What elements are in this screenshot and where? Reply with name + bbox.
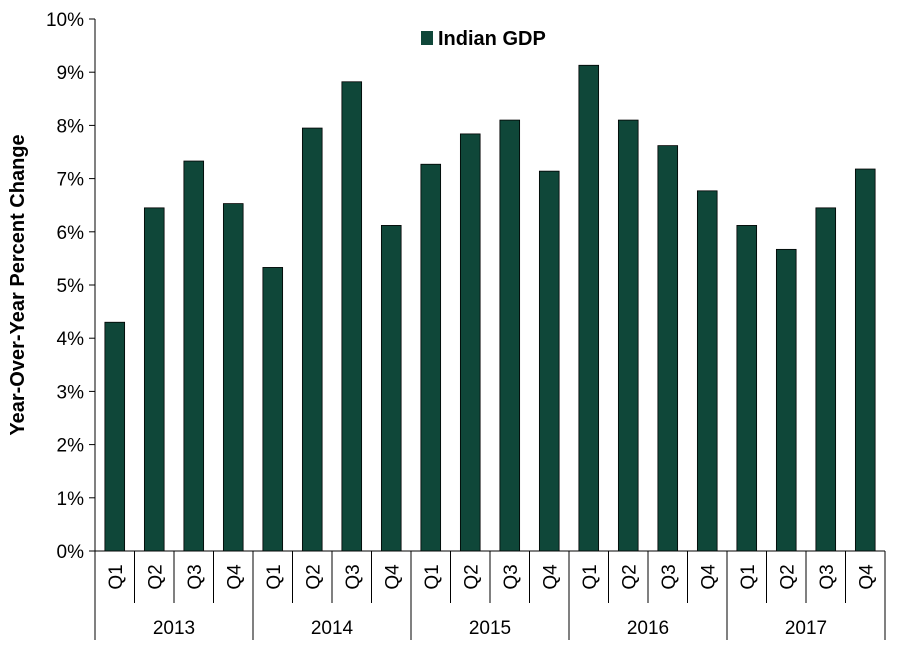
- y-axis-label-group: Year-Over-Year Percent Change: [7, 134, 29, 435]
- x-tick-quarter-label: Q3: [501, 564, 522, 589]
- bar-2015-q2: [459, 133, 481, 552]
- bar-2015-q3: [499, 119, 521, 552]
- y-tick-label: 7%: [57, 170, 85, 191]
- x-tick-quarter-label: Q2: [145, 564, 166, 589]
- x-tick-quarter-label: Q2: [461, 564, 482, 589]
- x-tick-quarter-label: Q4: [540, 564, 561, 590]
- x-tick-year-label: 2016: [627, 618, 669, 639]
- y-tick-label: 1%: [57, 489, 85, 510]
- bar-2017-q1: [736, 225, 758, 552]
- bar-2013-q3: [183, 160, 205, 552]
- tick-labels: 0% 1% 2% 3% 4% 5% 6% 7% 8% 9% 10% Q1 Q2 Q3 Q4 Q1 Q2 Q3 Q4 Q…: [46, 10, 877, 639]
- bar-2017-q3: [815, 207, 837, 552]
- y-tick-label: 3%: [57, 382, 85, 403]
- x-tick-quarter-label: Q1: [264, 564, 285, 589]
- x-tick-quarter-label: Q2: [303, 564, 324, 589]
- axis-lines: [89, 18, 886, 640]
- y-tick-label: 2%: [57, 436, 85, 457]
- x-tick-quarter-label: Q1: [580, 564, 601, 589]
- x-tick-year-label: 2017: [785, 618, 827, 639]
- bar-2014-q2: [301, 127, 323, 552]
- bars: [104, 64, 876, 552]
- bar-2013-q4: [222, 203, 244, 552]
- legend: Indian GDP: [421, 28, 546, 50]
- y-tick-label: 9%: [57, 63, 85, 84]
- x-tick-quarter-label: Q4: [382, 564, 403, 590]
- bar-2015-q4: [538, 170, 560, 552]
- bar-2014-q3: [341, 81, 363, 552]
- x-tick-quarter-label: Q1: [422, 564, 443, 589]
- bar-2016-q1: [578, 64, 600, 552]
- legend-swatch-indian-gdp: [421, 31, 433, 45]
- y-tick-label: 6%: [57, 223, 85, 244]
- bar-2016-q3: [657, 145, 679, 552]
- y-tick-label: 5%: [57, 276, 85, 297]
- x-tick-quarter-label: Q4: [856, 564, 877, 590]
- y-axis-label: Year-Over-Year Percent Change: [7, 134, 29, 435]
- bar-2016-q2: [617, 119, 639, 552]
- bar-2013-q2: [143, 207, 165, 552]
- x-tick-quarter-label: Q4: [698, 564, 719, 590]
- y-tick-label: 8%: [57, 116, 85, 137]
- legend-label-indian-gdp: Indian GDP: [438, 28, 546, 50]
- x-tick-year-label: 2014: [311, 618, 354, 639]
- y-tick-label: 10%: [46, 10, 84, 31]
- bar-2016-q4: [696, 190, 718, 552]
- x-tick-quarter-label: Q1: [738, 564, 759, 589]
- x-tick-quarter-label: Q2: [619, 564, 640, 589]
- x-tick-quarter-label: Q1: [106, 564, 127, 589]
- y-tick-label: 0%: [57, 542, 85, 563]
- x-tick-quarter-label: Q4: [224, 564, 245, 590]
- x-tick-quarter-label: Q3: [817, 564, 838, 589]
- x-tick-quarter-label: Q3: [185, 564, 206, 589]
- x-tick-quarter-label: Q3: [659, 564, 680, 589]
- bar-2014-q4: [380, 225, 402, 552]
- bar-2014-q1: [262, 267, 284, 552]
- x-tick-year-label: 2013: [153, 618, 195, 639]
- x-tick-quarter-label: Q3: [343, 564, 364, 589]
- x-tick-year-label: 2015: [469, 618, 511, 639]
- bar-2013-q1: [104, 321, 126, 552]
- y-tick-label: 4%: [57, 329, 85, 350]
- bar-2015-q1: [420, 163, 442, 552]
- bar-2017-q2: [775, 248, 797, 552]
- x-tick-quarter-label: Q2: [777, 564, 798, 589]
- bar-2017-q4: [854, 168, 876, 552]
